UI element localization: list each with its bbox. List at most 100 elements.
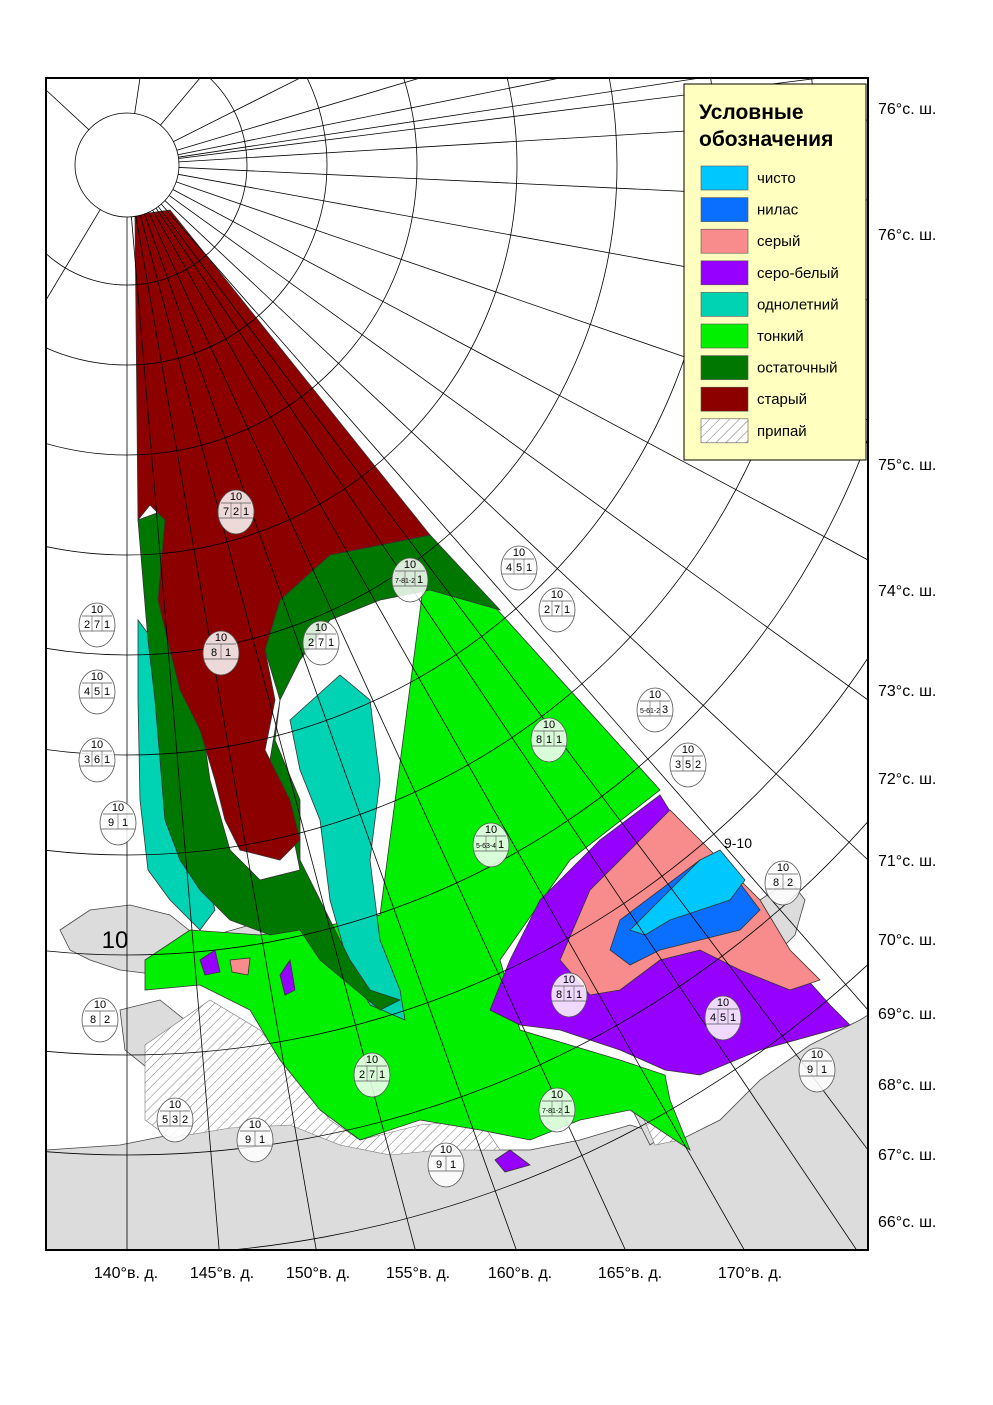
legend-swatch [700, 355, 749, 380]
legend-swatch [700, 418, 749, 444]
egg-partial: 1 [379, 1069, 385, 1081]
lat-label: 67°с. ш. [878, 1147, 936, 1164]
lat-label: 76°с. ш. [878, 227, 936, 244]
legend-swatch [700, 228, 749, 254]
meridian-line [144, 213, 517, 1250]
legend-label: припай [757, 423, 807, 440]
egg-partial: 8 [536, 734, 542, 746]
egg-partial: 2 [233, 506, 239, 518]
egg-partial: 4 [84, 686, 90, 698]
egg-total: 10 [563, 974, 575, 986]
egg-partial: 3 [84, 754, 90, 766]
meridian-line [160, 78, 201, 126]
meridian-line [160, 203, 868, 1011]
egg-partial: 8 [773, 877, 779, 889]
egg-partial: 5 [516, 562, 522, 574]
ice-egg: 10 5-6 1-2 3 [636, 687, 674, 733]
egg-partial: 2 [695, 759, 701, 771]
egg-partial: 7-8 [542, 1108, 552, 1115]
ice-egg: 105 3 2 [156, 1097, 194, 1143]
ice-egg: 10 8 2 [81, 997, 119, 1043]
egg-total: 10 [485, 824, 497, 836]
egg-partial: 2 [359, 1069, 365, 1081]
ice-egg: 103 5 2 [669, 742, 707, 788]
egg-total: 10 [649, 689, 661, 701]
egg-partial: 7 [223, 506, 229, 518]
latitude-labels: 76°с. ш. 76°с. ш. 75°с. ш. 74°с. ш. 73°с… [878, 101, 936, 1231]
egg-partial: 1 [243, 506, 249, 518]
ice-egg: 104 5 1 [78, 669, 116, 715]
egg-partial: 3 [662, 704, 668, 716]
legend: Условные обозначения чисто нилас серый серо… [683, 83, 867, 461]
zone-first-year-2 [289, 674, 406, 1021]
ice-egg: 102 7 1 [302, 620, 340, 666]
egg-partial: 1 [546, 734, 552, 746]
lon-label: 140°в. д. [94, 1265, 158, 1282]
egg-partial: 1 [564, 1104, 570, 1116]
egg-partial: 5-6 [476, 843, 486, 850]
legend-label: однолетний [757, 296, 839, 313]
egg-partial: 5 [720, 1012, 726, 1024]
legend-items: чисто нилас серый серо-белый однолетний тонки… [700, 165, 839, 444]
lon-label: 155°в. д. [386, 1265, 450, 1282]
egg-total: 10 [551, 1089, 563, 1101]
ice-egg: 107 2 1 [217, 489, 255, 535]
lat-label: 68°с. ш. [878, 1077, 936, 1094]
egg-partial: 2 [84, 619, 90, 631]
egg-partial: 2 [182, 1114, 188, 1126]
egg-partial: 1 [122, 817, 128, 829]
lat-label: 75°с. ш. [878, 457, 936, 474]
ice-egg: 102 7 1 [78, 602, 116, 648]
egg-partial: 1 [104, 754, 110, 766]
legend-label: остаточный [757, 360, 838, 377]
egg-total: 10 [249, 1119, 261, 1131]
egg-partial: 7 [554, 604, 560, 616]
ice-egg: 102 7 1 [538, 587, 576, 633]
egg-partial: 2 [544, 604, 550, 616]
egg-total: 10 [543, 719, 555, 731]
ice-zones [134, 209, 851, 1173]
egg-partial: 6 [94, 754, 100, 766]
egg-partial: 1 [526, 562, 532, 574]
ice-egg: 10 9 1 [427, 1142, 465, 1188]
egg-partial: 5 [94, 686, 100, 698]
egg-partial: 2 [104, 1014, 110, 1026]
egg-total: 10 [169, 1099, 181, 1111]
ice-egg: 10 7-8 1-2 1 [538, 1087, 576, 1133]
egg-partial: 9 [245, 1134, 251, 1146]
egg-total: 10 [91, 739, 103, 751]
lat-label: 66°с. ш. [878, 1214, 936, 1231]
meridian-line [152, 209, 745, 1250]
egg-total: 10 [404, 559, 416, 571]
meridian-line [172, 189, 868, 561]
legend-label: старый [757, 391, 807, 408]
egg-partial: 1 [821, 1064, 827, 1076]
meridian-line [46, 209, 101, 301]
lon-label: 165°в. д. [598, 1265, 662, 1282]
egg-partial: 4 [710, 1012, 716, 1024]
lon-label: 150°в. д. [286, 1265, 350, 1282]
meridian-line [148, 212, 626, 1250]
ice-egg: 10 8 1 [202, 630, 240, 676]
egg-total: 10 [440, 1144, 452, 1156]
egg-partial: 1 [576, 989, 582, 1001]
meridian-line [134, 78, 141, 114]
legend-swatch [700, 197, 749, 222]
ice-egg: 103 6 1 [78, 737, 116, 783]
egg-total: 10 [215, 632, 227, 644]
ice-egg: 104 5 1 [704, 995, 742, 1041]
egg-total: 10 [513, 547, 525, 559]
meridian-line [164, 200, 868, 861]
big-label-10: 10 [102, 927, 129, 954]
meridian-line [178, 78, 701, 158]
meridian-line [177, 78, 561, 156]
longitude-labels: 140°в. д. 145°в. д. 150°в. д. 155°в. д. … [94, 1265, 782, 1282]
lat-label: 72°с. ш. [878, 771, 936, 788]
egg-partial: 1-2 [405, 578, 415, 585]
legend-label: тонкий [757, 328, 804, 345]
ice-egg: 10 7-8 1-2 1 [391, 557, 429, 603]
meridian-line [155, 207, 858, 1250]
egg-partial: 3 [172, 1114, 178, 1126]
